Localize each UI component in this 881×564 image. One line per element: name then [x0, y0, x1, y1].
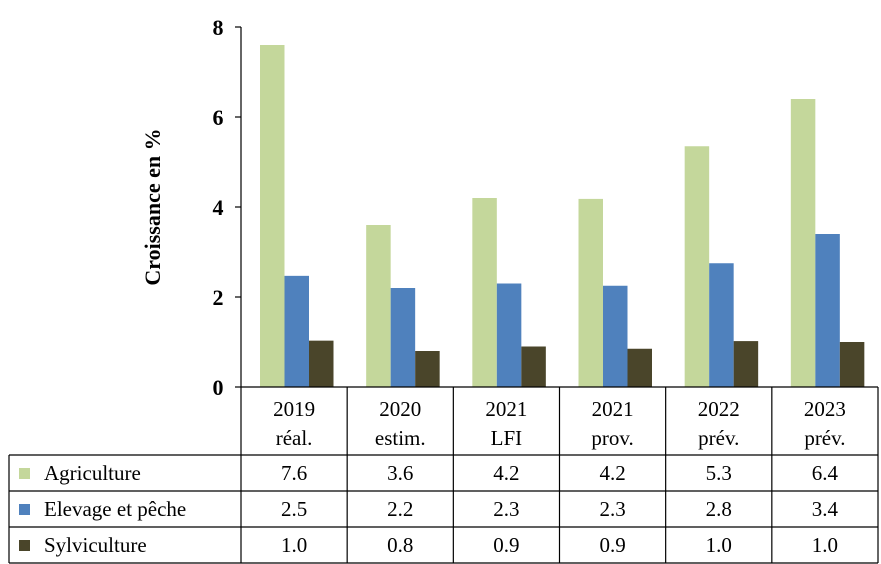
bar-agriculture: [260, 45, 285, 387]
bar-sylviculture: [627, 348, 652, 387]
bar-elevage-et-p-che: [709, 263, 734, 387]
bar-sylviculture: [309, 340, 334, 387]
bar-elevage-et-p-che: [496, 283, 522, 387]
category-label-line2: prov.: [591, 426, 633, 450]
bar-sylviculture: [839, 342, 865, 387]
category-label-line1: 2021: [485, 397, 527, 421]
table-cell-value: 2.5: [281, 497, 307, 521]
table-cell-value: 1.0: [706, 533, 732, 557]
table-cell-value: 0.8: [387, 533, 413, 557]
legend-key: [19, 468, 30, 479]
table-cell-value: 3.6: [387, 461, 413, 485]
y-axis: 0 2 4 6 8: [213, 15, 242, 400]
bar-agriculture: [366, 225, 391, 387]
bar-elevage-et-p-che: [815, 234, 840, 387]
table-cell-value: 5.3: [706, 461, 732, 485]
category-label-line2: réal.: [276, 426, 313, 450]
legend-key: [19, 540, 30, 551]
category-label-line1: 2023: [804, 397, 846, 421]
category-label-line1: 2021: [592, 397, 634, 421]
category-label-line1: 2022: [698, 397, 740, 421]
category-label-line2: prév.: [804, 426, 845, 450]
table-cell-value: 1.0: [281, 533, 307, 557]
table-cell-value: 6.4: [812, 461, 839, 485]
y-axis-label: Croissance en %: [140, 128, 165, 285]
y-tick-label: 4: [213, 195, 224, 220]
table-cell-value: 2.3: [493, 497, 519, 521]
bar-agriculture: [790, 99, 816, 387]
category-label-line2: LFI: [491, 426, 523, 450]
table-cell-value: 1.0: [812, 533, 838, 557]
legend-label: Sylviculture: [44, 533, 147, 557]
category-label-line1: 2019: [273, 397, 315, 421]
bar-elevage-et-p-che: [390, 288, 416, 387]
y-tick-label: 8: [213, 15, 224, 40]
legend-label: Agriculture: [44, 461, 141, 485]
bar-sylviculture: [415, 351, 440, 387]
bar-elevage-et-p-che: [603, 285, 628, 387]
y-tick-label: 0: [213, 375, 224, 400]
table-cell-value: 3.4: [812, 497, 839, 521]
bar-agriculture: [472, 198, 497, 387]
bar-sylviculture: [733, 341, 759, 387]
category-label-line2: prév.: [698, 426, 739, 450]
y-tick-label: 2: [213, 285, 224, 310]
table-cell-value: 7.6: [281, 461, 307, 485]
table-cell-value: 4.2: [599, 461, 625, 485]
bar-elevage-et-p-che: [284, 275, 309, 387]
table-cell-value: 0.9: [493, 533, 519, 557]
table-cell-value: 2.2: [387, 497, 413, 521]
table-cell-value: 2.3: [599, 497, 625, 521]
category-label-line2: estim.: [375, 426, 426, 450]
data-table: 2019 réal. 2020 estim. 2021 LFI 2021 prov. 2022 p…: [8, 386, 879, 564]
bar-agriculture: [578, 198, 603, 387]
legend-label: Elevage et pêche: [44, 497, 186, 521]
bar-sylviculture: [521, 346, 546, 387]
table-cell-value: 0.9: [599, 533, 625, 557]
table-cell-value: 2.8: [706, 497, 732, 521]
y-tick-label: 6: [213, 105, 224, 130]
table-cell-value: 4.2: [493, 461, 519, 485]
legend-key: [19, 504, 30, 515]
category-label-line1: 2020: [379, 397, 421, 421]
bars: [260, 45, 865, 387]
bar-agriculture: [684, 146, 710, 387]
